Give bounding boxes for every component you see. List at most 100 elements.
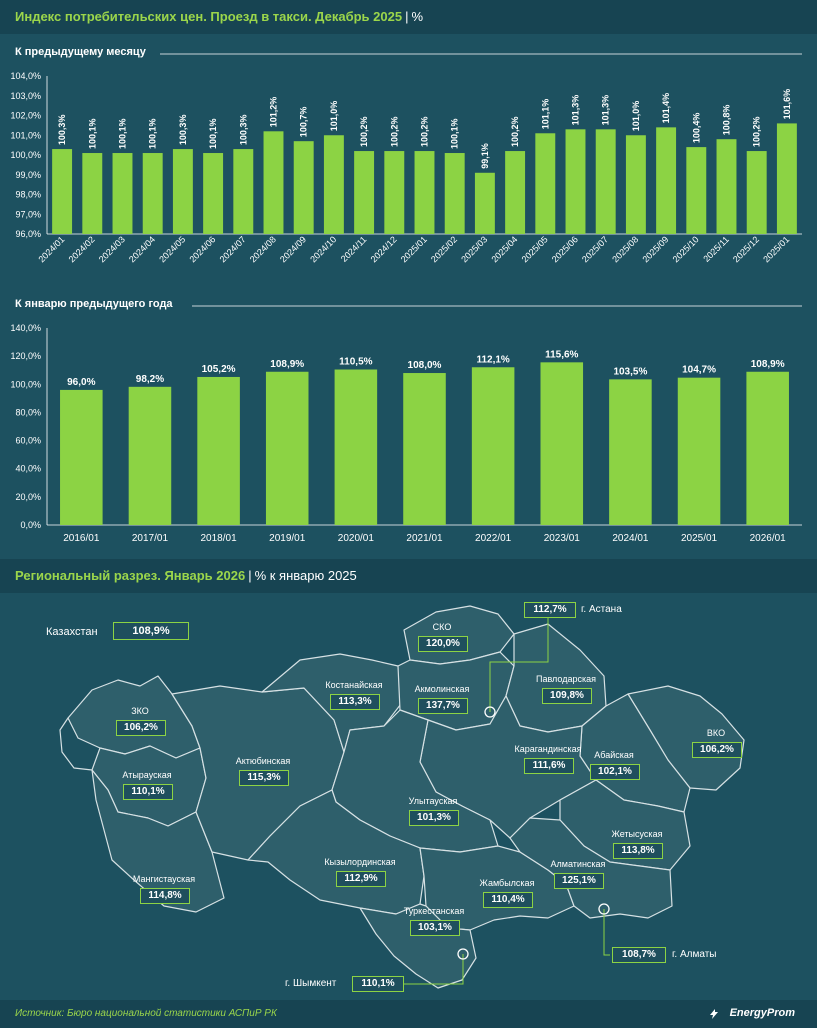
x-tick-label: 2023/01 — [544, 533, 581, 544]
bar — [82, 153, 103, 234]
region-name-atyrau: Атырауская — [122, 770, 172, 780]
y-tick-label: 96,0% — [15, 229, 41, 239]
bar — [203, 153, 224, 234]
bar — [471, 367, 515, 525]
caspian-shore — [59, 717, 93, 771]
region-value-ulytau: 101,3% — [409, 810, 459, 826]
x-tick-label: 2024/07 — [218, 234, 248, 264]
astana-marker — [484, 706, 496, 718]
x-tick-label: 2025/07 — [580, 234, 610, 264]
region-value-abai: 102,1% — [590, 764, 640, 780]
y-tick-label: 60,0% — [15, 436, 41, 446]
region-name-zhambyl: Жамбылская — [479, 878, 535, 888]
data-label: 101,0% — [631, 101, 641, 132]
y-tick-label: 98,0% — [15, 190, 41, 200]
y-tick-label: 101,0% — [10, 130, 41, 140]
region-value-turkestan: 103,1% — [410, 920, 460, 936]
data-label: 112,1% — [476, 354, 509, 365]
region-value-zhetysu: 113,8% — [613, 843, 663, 859]
region-value-aktobe: 115,3% — [239, 770, 289, 786]
bar — [716, 139, 737, 234]
shymkent-label: г. Шымкент — [285, 978, 337, 989]
data-label: 108,9% — [751, 359, 785, 370]
bar — [609, 379, 652, 525]
data-label: 104,7% — [682, 365, 716, 376]
data-label: 100,2% — [510, 117, 520, 148]
shymkent-value: 110,1% — [352, 976, 404, 992]
region-value-sko: 120,0% — [418, 636, 468, 652]
region-zko — [67, 675, 201, 759]
y-tick-label: 104,0% — [10, 71, 41, 81]
astana-leader — [489, 618, 549, 712]
region-name-kostanay: Костанайская — [325, 680, 383, 690]
bar — [565, 129, 586, 234]
x-tick-label: 2024/04 — [127, 234, 157, 264]
map-header-unit: % к январю 2025 — [254, 568, 357, 583]
region-name-karaganda: Карагандинская — [514, 744, 582, 754]
chart-header: Индекс потребительских цен. Проезд в так… — [0, 0, 817, 34]
bar — [354, 151, 375, 234]
region-turkestan — [359, 903, 477, 989]
energyprom-logo-icon — [710, 1009, 718, 1019]
bar — [746, 151, 767, 234]
region-value-mangistau: 114,8% — [140, 888, 190, 904]
x-tick-label: 2016/01 — [63, 533, 100, 544]
bar — [172, 149, 193, 234]
data-label: 100,1% — [450, 118, 460, 149]
bar — [112, 153, 133, 234]
bar — [384, 151, 405, 234]
x-tick-label: 2025/03 — [459, 234, 489, 264]
region-value-pavlodar: 109,8% — [542, 688, 592, 704]
y-tick-label: 103,0% — [10, 91, 41, 101]
source-note: Источник: Бюро национальной статистики А… — [15, 1008, 277, 1019]
brand-logo: EnergyProm — [729, 1007, 795, 1019]
data-label: 100,2% — [389, 117, 399, 148]
data-label: 105,2% — [202, 364, 236, 375]
x-tick-label: 2024/01 — [612, 533, 649, 544]
chart1-title: К предыдущему месяцу — [15, 46, 146, 58]
bar — [263, 131, 284, 234]
data-label: 100,2% — [420, 117, 430, 148]
x-tick-label: 2024/12 — [369, 234, 399, 264]
x-tick-label: 2025/05 — [520, 234, 550, 264]
data-label: 99,1% — [480, 143, 490, 169]
data-label: 100,3% — [57, 115, 67, 146]
x-tick-label: 2020/01 — [338, 533, 375, 544]
y-tick-label: 97,0% — [15, 209, 41, 219]
almaty-marker — [598, 903, 610, 915]
data-label: 96,0% — [67, 377, 95, 388]
map-header-separator: | — [248, 568, 252, 583]
data-label: 100,8% — [722, 105, 732, 136]
annual-bar-chart: 0,0% 20,0% 40,0% 60,0% 80,0% 100,0% 120,0% 140,… — [10, 305, 802, 544]
bar — [746, 371, 789, 525]
bar — [52, 149, 73, 234]
bar — [505, 151, 526, 234]
x-tick-label: 2025/02 — [429, 234, 459, 264]
x-tick-label: 2025/10 — [671, 234, 701, 264]
x-tick-label: 2025/01 — [681, 533, 718, 544]
x-tick-label: 2024/06 — [187, 234, 217, 264]
shymkent-leader — [404, 954, 464, 985]
data-label: 101,3% — [571, 95, 581, 126]
region-mangistau — [91, 769, 225, 913]
x-tick-label: 2021/01 — [406, 533, 443, 544]
map-header-title: Региональный разрез. Январь 2026 — [15, 568, 246, 583]
x-tick-label: 2024/05 — [157, 234, 187, 264]
monthly-bar-chart: 96,0% 97,0% 98,0% 99,0% 100,0% 101,0% 102,0% 10… — [10, 53, 802, 264]
y-tick-label: 20,0% — [15, 492, 41, 502]
data-label: 100,3% — [238, 115, 248, 146]
bar — [265, 371, 309, 525]
y-tick-label: 120,0% — [10, 351, 41, 361]
region-value-akmola: 137,7% — [418, 698, 468, 714]
bar — [444, 153, 465, 234]
region-name-ulytau: Улытауская — [408, 796, 458, 806]
region-name-almaty: Алматинская — [550, 859, 606, 869]
x-tick-label: 2022/01 — [475, 533, 512, 544]
almaty-value: 108,7% — [612, 947, 666, 963]
astana-label: г. Астана — [581, 604, 622, 615]
header-unit: % — [411, 9, 424, 24]
region-name-kyzylorda: Кызылординская — [324, 857, 396, 867]
data-label: 110,5% — [339, 357, 372, 368]
bar — [414, 151, 435, 234]
data-label: 100,1% — [148, 118, 158, 149]
